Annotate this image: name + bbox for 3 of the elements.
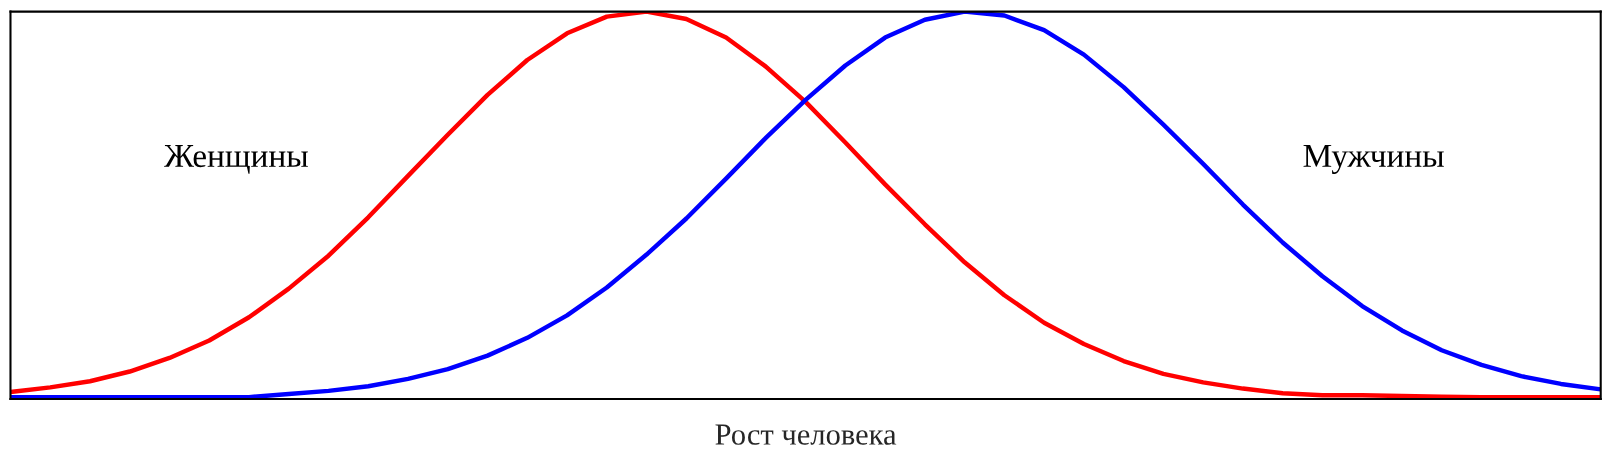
series-label: Мужчины xyxy=(1303,144,1444,174)
x-axis-title: Рост человека xyxy=(715,424,897,445)
text: Женщины xyxy=(164,145,308,174)
